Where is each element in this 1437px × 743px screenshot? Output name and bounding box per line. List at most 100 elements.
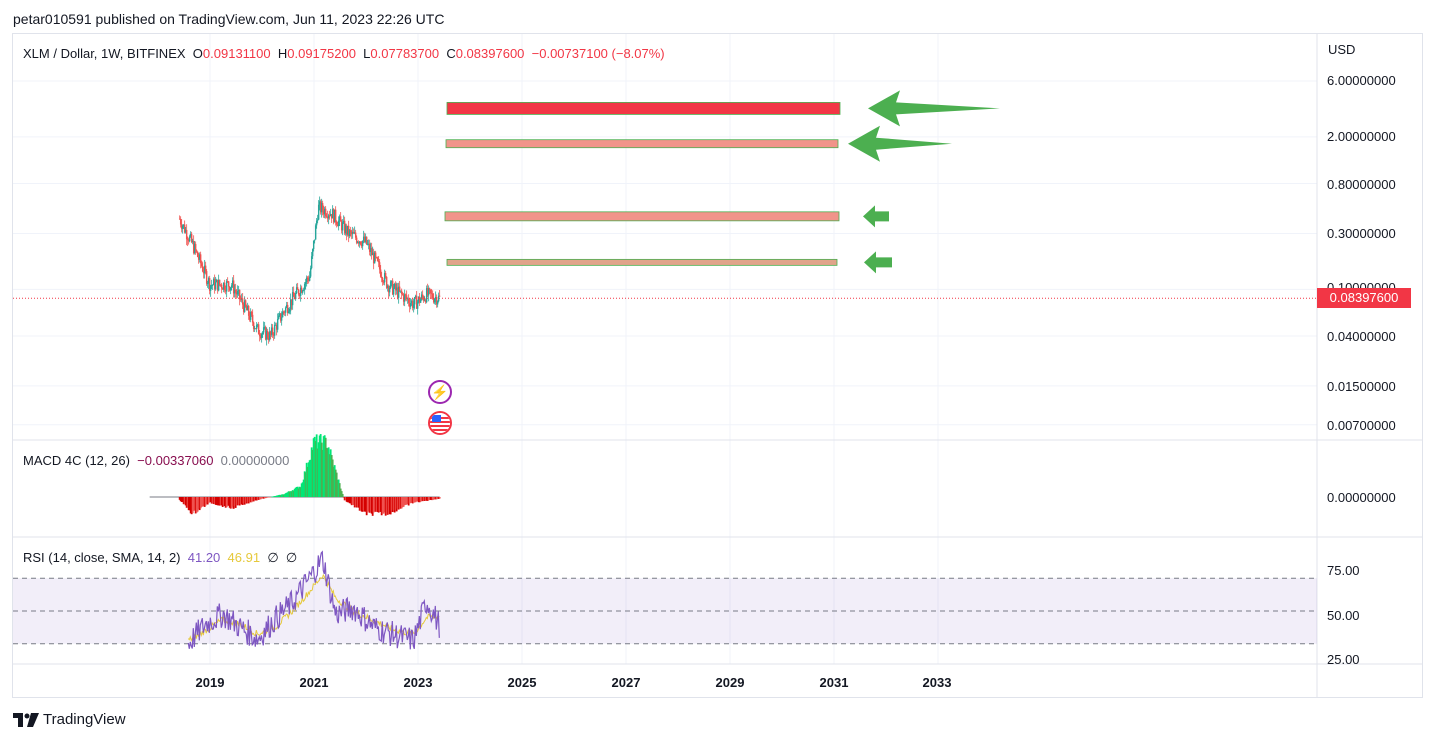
candle-body xyxy=(199,254,202,264)
rsi-name[interactable]: RSI (14, close, SMA, 14, 2) xyxy=(23,550,181,565)
candle-body xyxy=(301,290,304,293)
candle-body xyxy=(405,295,408,299)
candle-body xyxy=(343,220,346,234)
candle-body xyxy=(263,326,266,328)
symbol-label[interactable]: XLM / Dollar, 1W, BITFINEX xyxy=(23,46,186,61)
macd-bar xyxy=(361,497,364,512)
macd-bar xyxy=(219,497,222,505)
macd-bar xyxy=(330,455,333,497)
candle-body xyxy=(348,230,351,237)
macd-bar xyxy=(252,497,255,502)
macd-bar xyxy=(320,442,323,497)
candle-body xyxy=(205,271,208,284)
macd-bar xyxy=(379,497,382,512)
candle-body xyxy=(303,284,306,290)
candle-body xyxy=(278,313,281,316)
candle-body xyxy=(369,248,372,252)
lightning-event-icon[interactable]: ⚡ xyxy=(428,380,452,404)
macd-bar xyxy=(245,497,248,504)
candle-body xyxy=(436,301,439,305)
candle-body xyxy=(314,225,317,240)
macd-bar xyxy=(192,497,195,511)
candle-body xyxy=(232,280,235,294)
main-legend: XLM / Dollar, 1W, BITFINEX O0.09131100 H… xyxy=(23,46,665,61)
candle-body xyxy=(275,324,278,330)
macd-bar xyxy=(350,497,353,506)
candle-body xyxy=(374,252,377,258)
macd-bar xyxy=(247,497,250,504)
candle-body xyxy=(373,252,376,264)
macd-bar xyxy=(393,497,396,513)
macd-bar xyxy=(358,497,361,511)
candle-body xyxy=(219,284,222,286)
candle-body xyxy=(362,236,365,241)
macd-bar xyxy=(296,486,299,497)
candle-body xyxy=(270,327,273,335)
macd-bar xyxy=(197,497,200,510)
macd-bar xyxy=(267,497,270,498)
macd-bar xyxy=(246,497,249,503)
macd-bar xyxy=(237,497,240,505)
us-flag-event-icon[interactable] xyxy=(428,411,452,435)
candle-body xyxy=(255,324,258,329)
candle-body xyxy=(429,289,432,294)
candle-body xyxy=(184,229,187,233)
macd-bar xyxy=(405,497,408,505)
candle-body xyxy=(319,201,322,213)
candle-body xyxy=(208,278,211,291)
macd-bar xyxy=(208,497,211,502)
macd-bar xyxy=(348,497,351,504)
macd-bar xyxy=(437,497,440,499)
macd-bar xyxy=(371,497,374,516)
candle-body xyxy=(243,300,246,312)
candle-body xyxy=(202,271,205,274)
candle-body xyxy=(183,224,186,233)
rsi-line xyxy=(187,550,440,650)
macd-bar xyxy=(431,497,434,501)
candle-body xyxy=(381,278,384,282)
macd-name[interactable]: MACD 4C (12, 26) xyxy=(23,453,130,468)
macd-bar xyxy=(270,496,273,498)
candle-body xyxy=(299,287,302,296)
chart-frame xyxy=(12,33,1423,698)
candle-body xyxy=(424,299,427,303)
time-tick: 2033 xyxy=(922,675,952,690)
macd-bar xyxy=(223,497,226,507)
candle-body xyxy=(360,244,363,247)
candle-body xyxy=(222,282,225,290)
candle-body xyxy=(188,236,191,242)
candle-body xyxy=(192,240,195,254)
macd-bar xyxy=(381,497,384,514)
resistance-zone xyxy=(446,102,841,115)
candle-body xyxy=(193,243,196,254)
resistance-zone xyxy=(444,211,840,222)
macd-bar xyxy=(334,469,337,497)
candle-body xyxy=(204,265,207,272)
brand[interactable]: TradingView xyxy=(13,711,126,728)
candle-body xyxy=(288,309,291,312)
candle-body xyxy=(333,209,336,223)
candle-body xyxy=(196,251,199,257)
macd-bar xyxy=(438,497,441,499)
candle-body xyxy=(412,304,415,308)
macd-bar xyxy=(335,472,338,497)
candle-body xyxy=(435,296,438,305)
currency-label[interactable]: USD xyxy=(1328,42,1356,57)
macd-bar xyxy=(356,497,359,507)
candle-body xyxy=(423,299,426,301)
candle-body xyxy=(295,287,298,294)
time-tick: 2019 xyxy=(195,675,225,690)
candle-body xyxy=(428,288,431,290)
candle-body xyxy=(427,288,430,296)
candle-body xyxy=(310,256,313,269)
candle-body xyxy=(285,304,288,308)
candle-body xyxy=(346,225,349,235)
candle-body xyxy=(191,240,194,243)
candle-body xyxy=(249,311,252,320)
candle-body xyxy=(338,216,341,221)
candle-body xyxy=(233,289,236,294)
macd-bar xyxy=(193,497,196,511)
macd-bar xyxy=(328,454,331,497)
candle-body xyxy=(296,287,299,290)
